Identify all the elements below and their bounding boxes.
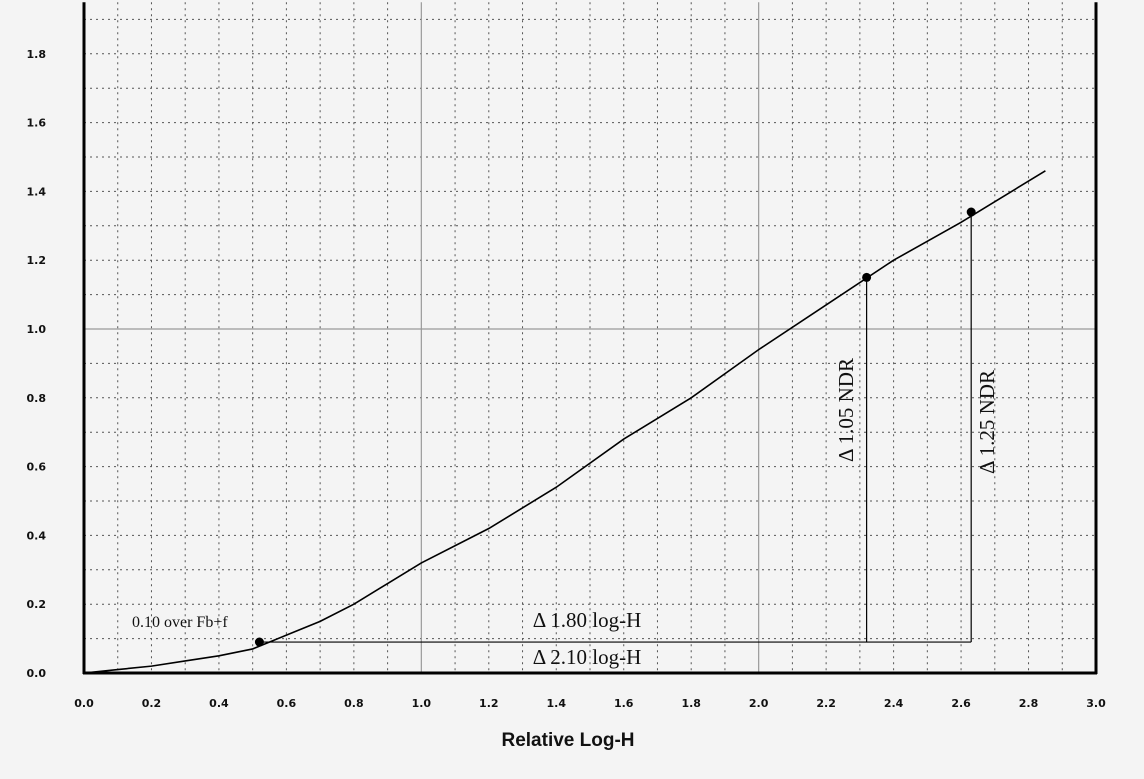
- y-tick-label: 0.0: [27, 667, 47, 680]
- x-tick-label: 0.0: [74, 697, 94, 710]
- x-tick-label: 0.4: [209, 697, 229, 710]
- x-tick-label: 1.0: [412, 697, 432, 710]
- x-tick-label: 1.2: [479, 697, 499, 710]
- y-tick-label: 1.0: [27, 323, 47, 336]
- y-tick-label: 0.6: [27, 461, 47, 474]
- x-tick-label: 2.8: [1019, 697, 1039, 710]
- ndr-long-label: Δ 1.25 NDR: [975, 370, 999, 474]
- minor-grid: [84, 2, 1096, 673]
- y-tick-label: 0.2: [27, 598, 47, 611]
- delta-log-short-label: Δ 1.80 log-H: [533, 608, 642, 632]
- x-tick-label: 2.4: [884, 697, 904, 710]
- x-axis-title: Relative Log-H: [501, 730, 634, 751]
- x-tick-label: 2.6: [951, 697, 971, 710]
- x-tick-label: 1.4: [547, 697, 567, 710]
- x-tick-label: 0.2: [142, 697, 162, 710]
- major-grid: [84, 2, 1096, 673]
- data-point-marker: [862, 272, 872, 282]
- measure-lines: [254, 207, 976, 647]
- x-tick-label: 0.8: [344, 697, 364, 710]
- y-tick-labels: 0.0 0.2 0.4 0.6 0.8 1.0 1.2 1.4 1.6 1.8: [27, 48, 47, 680]
- y-tick-label: 0.8: [27, 392, 47, 405]
- x-tick-label: 1.8: [681, 697, 701, 710]
- x-tick-label: 2.0: [749, 697, 769, 710]
- series-line: [83, 170, 1046, 674]
- y-tick-label: 1.8: [27, 48, 47, 61]
- x-tick-label: 3.0: [1086, 697, 1106, 710]
- x-tick-label: 0.6: [277, 697, 297, 710]
- delta-log-long-label: Δ 2.10 log-H: [533, 645, 642, 669]
- data-point-marker: [966, 207, 976, 217]
- ndr-short-label: Δ 1.05 NDR: [834, 358, 858, 462]
- y-tick-label: 0.4: [27, 529, 47, 542]
- y-tick-label: 1.4: [27, 185, 47, 198]
- data-point-marker: [254, 637, 264, 647]
- y-tick-label: 1.6: [27, 117, 47, 130]
- y-tick-label: 1.2: [27, 254, 47, 267]
- x-tick-label: 1.6: [614, 697, 634, 710]
- speed-point-label: 0.10 over Fb+f: [132, 614, 228, 631]
- series-layer: [83, 170, 1046, 674]
- x-tick-label: 2.2: [816, 697, 836, 710]
- x-tick-labels: 0.0 0.2 0.4 0.6 0.8 1.0 1.2 1.4 1.6 1.8 2.0 2.2 2.4 2…: [74, 697, 1106, 710]
- axes: [82, 2, 1098, 675]
